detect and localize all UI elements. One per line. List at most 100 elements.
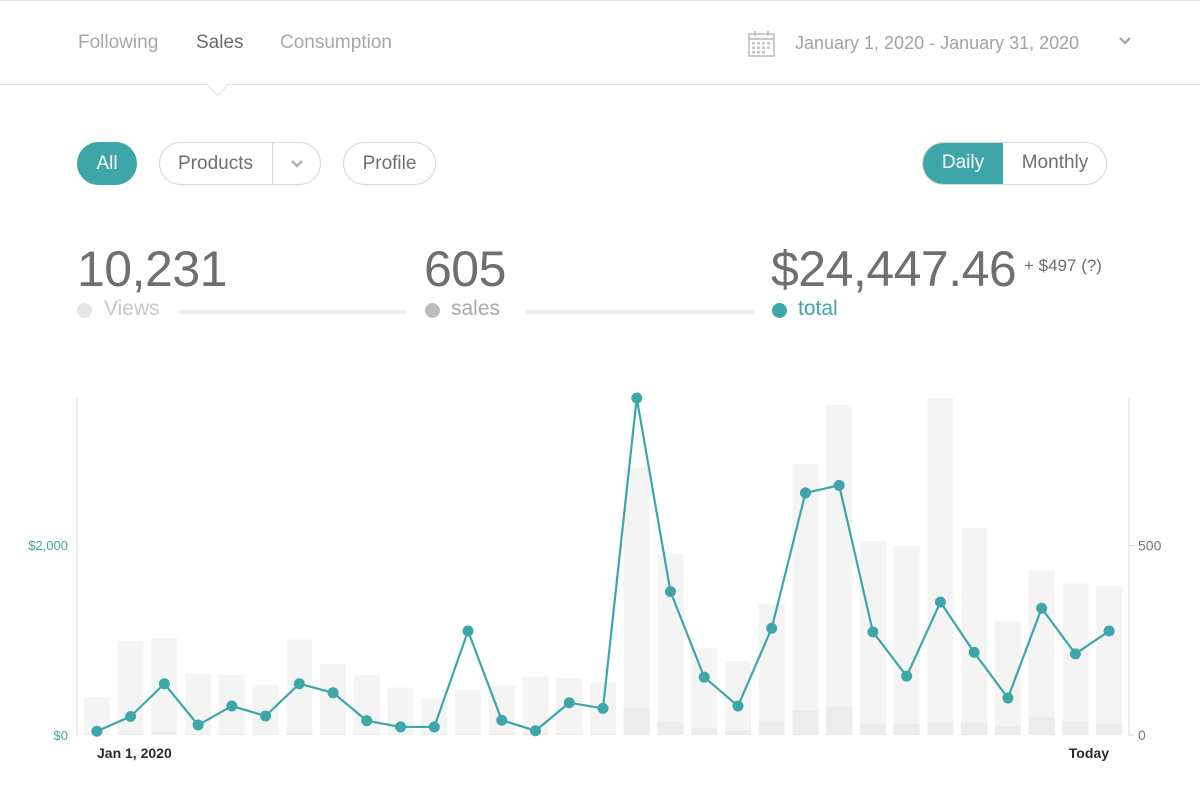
views-bar <box>792 463 819 735</box>
total-point[interactable] <box>496 714 508 726</box>
all-filter-button[interactable]: All <box>77 142 137 185</box>
top-border <box>0 0 1200 1</box>
total-point[interactable] <box>867 626 879 638</box>
right-axis-tick-label: 0 <box>1138 727 1146 743</box>
total-point[interactable] <box>631 392 643 404</box>
profile-filter-button[interactable]: Profile <box>343 142 436 185</box>
sales-bar <box>252 734 279 735</box>
total-point[interactable] <box>192 719 204 731</box>
total-point[interactable] <box>158 678 170 690</box>
total-point[interactable] <box>1103 625 1115 637</box>
sales-label[interactable]: sales <box>451 297 501 320</box>
tab-consumption[interactable]: Consumption <box>280 32 392 53</box>
total-point[interactable] <box>968 646 980 658</box>
total-point[interactable] <box>732 700 744 712</box>
total-point[interactable] <box>462 625 474 637</box>
sales-legend-dot <box>425 303 440 318</box>
sales-bar <box>320 733 347 735</box>
views-bar <box>994 621 1021 735</box>
left-axis-tick-label: $0 <box>54 728 68 743</box>
x-axis-labels: Jan 1, 2020 Today <box>97 745 1109 761</box>
chevron-down-icon <box>1119 37 1131 45</box>
sales-bar <box>927 722 954 735</box>
total-point[interactable] <box>934 596 946 608</box>
total-point[interactable] <box>1036 602 1048 614</box>
views-bar <box>1028 570 1055 735</box>
total-point[interactable] <box>293 678 305 690</box>
total-point[interactable] <box>766 622 778 634</box>
sales-bar <box>1062 721 1089 735</box>
total-point[interactable] <box>91 725 103 737</box>
monthly-button[interactable]: Monthly <box>1021 152 1089 173</box>
sales-bar <box>556 733 583 735</box>
tab-sales[interactable]: Sales <box>196 32 244 53</box>
views-bars <box>83 398 1123 735</box>
views-bar <box>893 545 920 735</box>
date-range-text: January 1, 2020 - January 31, 2020 <box>795 33 1080 53</box>
total-point[interactable] <box>1069 648 1081 660</box>
views-bar <box>623 467 650 735</box>
sales-bar <box>859 723 886 735</box>
total-point[interactable] <box>395 721 407 733</box>
views-bar <box>252 684 279 735</box>
views-bar <box>657 554 684 735</box>
sales-bar <box>286 732 313 735</box>
total-amount: $24,447.46 <box>771 241 1017 297</box>
total-point[interactable] <box>901 670 913 682</box>
daily-button[interactable]: Daily <box>923 143 1003 184</box>
total-point[interactable] <box>530 725 542 737</box>
sales-bar <box>421 734 448 735</box>
right-axis-tick-label: 500 <box>1138 538 1162 554</box>
sales-bar <box>455 733 482 735</box>
sales-bar <box>117 732 144 735</box>
total-label[interactable]: total <box>798 297 838 320</box>
total-point[interactable] <box>563 697 575 709</box>
sales-count: 605 <box>424 241 506 297</box>
total-point[interactable] <box>799 487 811 499</box>
sales-bar <box>826 706 853 735</box>
total-point[interactable] <box>597 702 609 714</box>
total-point[interactable] <box>698 671 710 683</box>
x-label-end: Today <box>1069 745 1109 761</box>
sales-bar <box>691 728 718 735</box>
sales-bar <box>1028 716 1055 735</box>
sales-bar <box>792 710 819 735</box>
views-label[interactable]: Views <box>104 297 160 320</box>
sales-chart: $0 $2,000 0 500 Jan 1, 2020 Today <box>28 392 1162 761</box>
top-nav: Following Sales Consumption January 1, 2… <box>0 1 1200 85</box>
products-dropdown[interactable]: Products <box>159 142 321 185</box>
sales-bar <box>218 733 245 735</box>
total-point[interactable] <box>327 687 339 699</box>
views-bar <box>961 527 988 735</box>
total-point[interactable] <box>260 710 272 722</box>
calendar-icon <box>748 31 775 57</box>
views-bar <box>927 398 954 735</box>
total-point[interactable] <box>125 710 137 722</box>
total-legend-dot <box>772 303 787 318</box>
total-line <box>96 396 1110 733</box>
sales-bar <box>893 724 920 735</box>
sales-bar <box>185 733 212 735</box>
sales-bar <box>724 730 751 735</box>
left-axis-tick-label: $2,000 <box>28 538 68 553</box>
total-extra[interactable]: + $497 (?) <box>1024 256 1102 275</box>
period-toggle: Daily Monthly <box>922 142 1107 185</box>
total-point[interactable] <box>1002 692 1014 704</box>
tab-following[interactable]: Following <box>78 32 159 53</box>
total-point[interactable] <box>226 700 238 712</box>
sales-bar <box>657 721 684 735</box>
views-bar <box>826 404 853 735</box>
total-point[interactable] <box>428 721 440 733</box>
sales-bar <box>961 722 988 735</box>
products-divider <box>272 143 273 184</box>
total-point[interactable] <box>361 715 373 727</box>
chevron-down-icon[interactable] <box>290 159 304 169</box>
sales-bar <box>488 733 515 735</box>
sales-bars <box>83 706 1123 735</box>
total-point[interactable] <box>664 586 676 598</box>
x-label-start: Jan 1, 2020 <box>97 745 172 761</box>
views-legend-dot <box>77 303 92 318</box>
total-point[interactable] <box>833 479 845 491</box>
views-bar <box>1096 585 1123 735</box>
sales-bar <box>151 732 178 735</box>
